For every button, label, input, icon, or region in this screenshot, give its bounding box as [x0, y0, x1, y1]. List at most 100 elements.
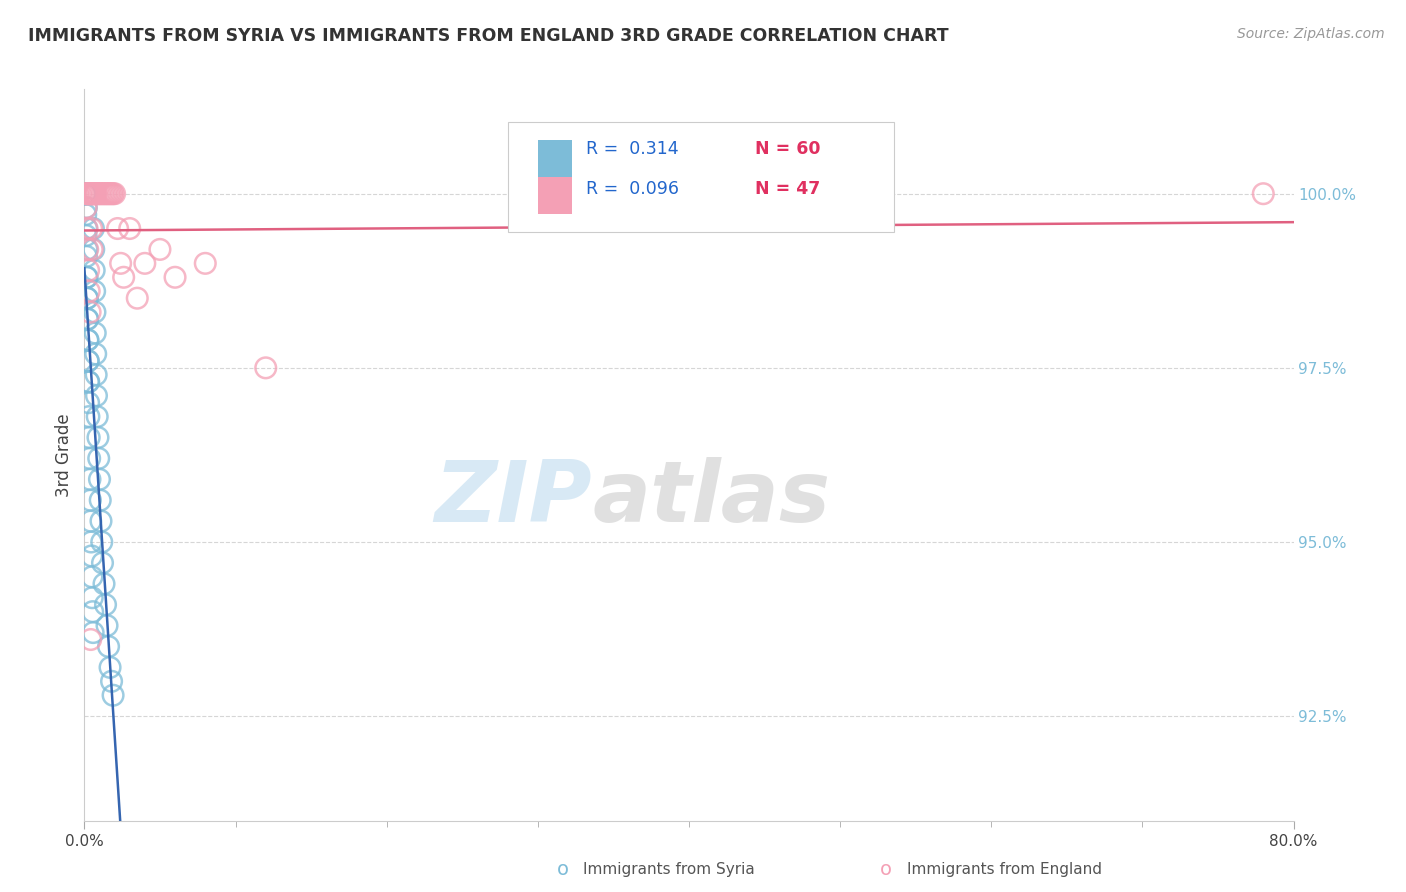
Point	[112, 270, 135, 285]
Point	[97, 640, 120, 654]
Point	[82, 243, 104, 257]
Point	[87, 451, 110, 466]
Point	[90, 514, 112, 528]
Point	[101, 186, 124, 201]
Point	[98, 186, 121, 201]
Point	[75, 186, 97, 201]
Point	[87, 430, 110, 444]
Point	[89, 186, 111, 201]
Point	[82, 605, 104, 619]
Point	[76, 243, 98, 257]
Point	[84, 186, 107, 201]
Point	[79, 493, 101, 508]
Point	[79, 305, 101, 319]
Text: o: o	[557, 860, 568, 880]
Point	[97, 186, 120, 201]
Point	[87, 186, 110, 201]
Point	[76, 312, 98, 326]
Point	[76, 221, 98, 235]
Point	[76, 270, 98, 285]
Point	[76, 249, 98, 263]
Point	[76, 221, 98, 235]
Point	[104, 186, 127, 201]
Point	[80, 221, 103, 235]
Point	[79, 186, 101, 201]
Point	[134, 256, 156, 270]
FancyBboxPatch shape	[508, 122, 894, 232]
Point	[101, 688, 124, 702]
Point	[165, 270, 187, 285]
Point	[75, 201, 97, 215]
Point	[83, 263, 105, 277]
Text: R =  0.314: R = 0.314	[586, 140, 679, 158]
Point	[83, 284, 105, 298]
Point	[100, 186, 122, 201]
Point	[107, 221, 129, 235]
Point	[93, 186, 115, 201]
Text: atlas: atlas	[592, 458, 831, 541]
Point	[75, 208, 97, 222]
Point	[84, 305, 107, 319]
Point	[82, 221, 104, 235]
Point	[77, 186, 100, 201]
Text: R =  0.096: R = 0.096	[586, 180, 679, 198]
Point	[110, 256, 132, 270]
Point	[90, 186, 112, 201]
Point	[75, 186, 97, 201]
Text: N = 60: N = 60	[755, 140, 821, 158]
Point	[86, 186, 108, 201]
Point	[77, 375, 100, 389]
Point	[76, 291, 98, 305]
Point	[79, 472, 101, 486]
Text: N = 47: N = 47	[755, 180, 821, 198]
Point	[77, 430, 100, 444]
Point	[89, 493, 111, 508]
Point	[76, 243, 98, 257]
FancyBboxPatch shape	[538, 140, 572, 177]
Point	[80, 549, 103, 563]
Point	[75, 186, 97, 201]
Point	[80, 535, 103, 549]
Point	[86, 389, 108, 403]
Point	[118, 221, 141, 235]
Point	[82, 591, 104, 605]
Point	[98, 660, 121, 674]
Point	[75, 186, 97, 201]
Point	[93, 576, 115, 591]
Point	[77, 186, 100, 201]
Point	[96, 618, 118, 632]
Point	[80, 632, 103, 647]
Text: IMMIGRANTS FROM SYRIA VS IMMIGRANTS FROM ENGLAND 3RD GRADE CORRELATION CHART: IMMIGRANTS FROM SYRIA VS IMMIGRANTS FROM…	[28, 27, 949, 45]
Point	[94, 598, 117, 612]
Point	[76, 270, 98, 285]
Point	[83, 243, 105, 257]
Point	[75, 186, 97, 201]
Point	[91, 186, 114, 201]
Point	[84, 186, 107, 201]
Point	[77, 333, 100, 347]
Point	[75, 228, 97, 243]
Point	[80, 186, 103, 201]
Point	[80, 570, 103, 584]
Point	[76, 333, 98, 347]
Point	[127, 291, 149, 305]
Text: Source: ZipAtlas.com: Source: ZipAtlas.com	[1237, 27, 1385, 41]
Point	[79, 451, 101, 466]
Point	[149, 243, 172, 257]
Point	[77, 375, 100, 389]
Point	[82, 186, 104, 201]
Point	[254, 360, 277, 375]
Point	[75, 201, 97, 215]
Point	[76, 186, 98, 201]
Point	[76, 291, 98, 305]
Text: Immigrants from Syria: Immigrants from Syria	[583, 863, 755, 877]
Point	[76, 312, 98, 326]
Point	[82, 625, 104, 640]
Point	[90, 535, 112, 549]
Point	[94, 186, 117, 201]
Point	[80, 514, 103, 528]
Point	[77, 354, 100, 368]
Text: Immigrants from England: Immigrants from England	[907, 863, 1102, 877]
Point	[80, 186, 103, 201]
Text: ZIP: ZIP	[434, 458, 592, 541]
